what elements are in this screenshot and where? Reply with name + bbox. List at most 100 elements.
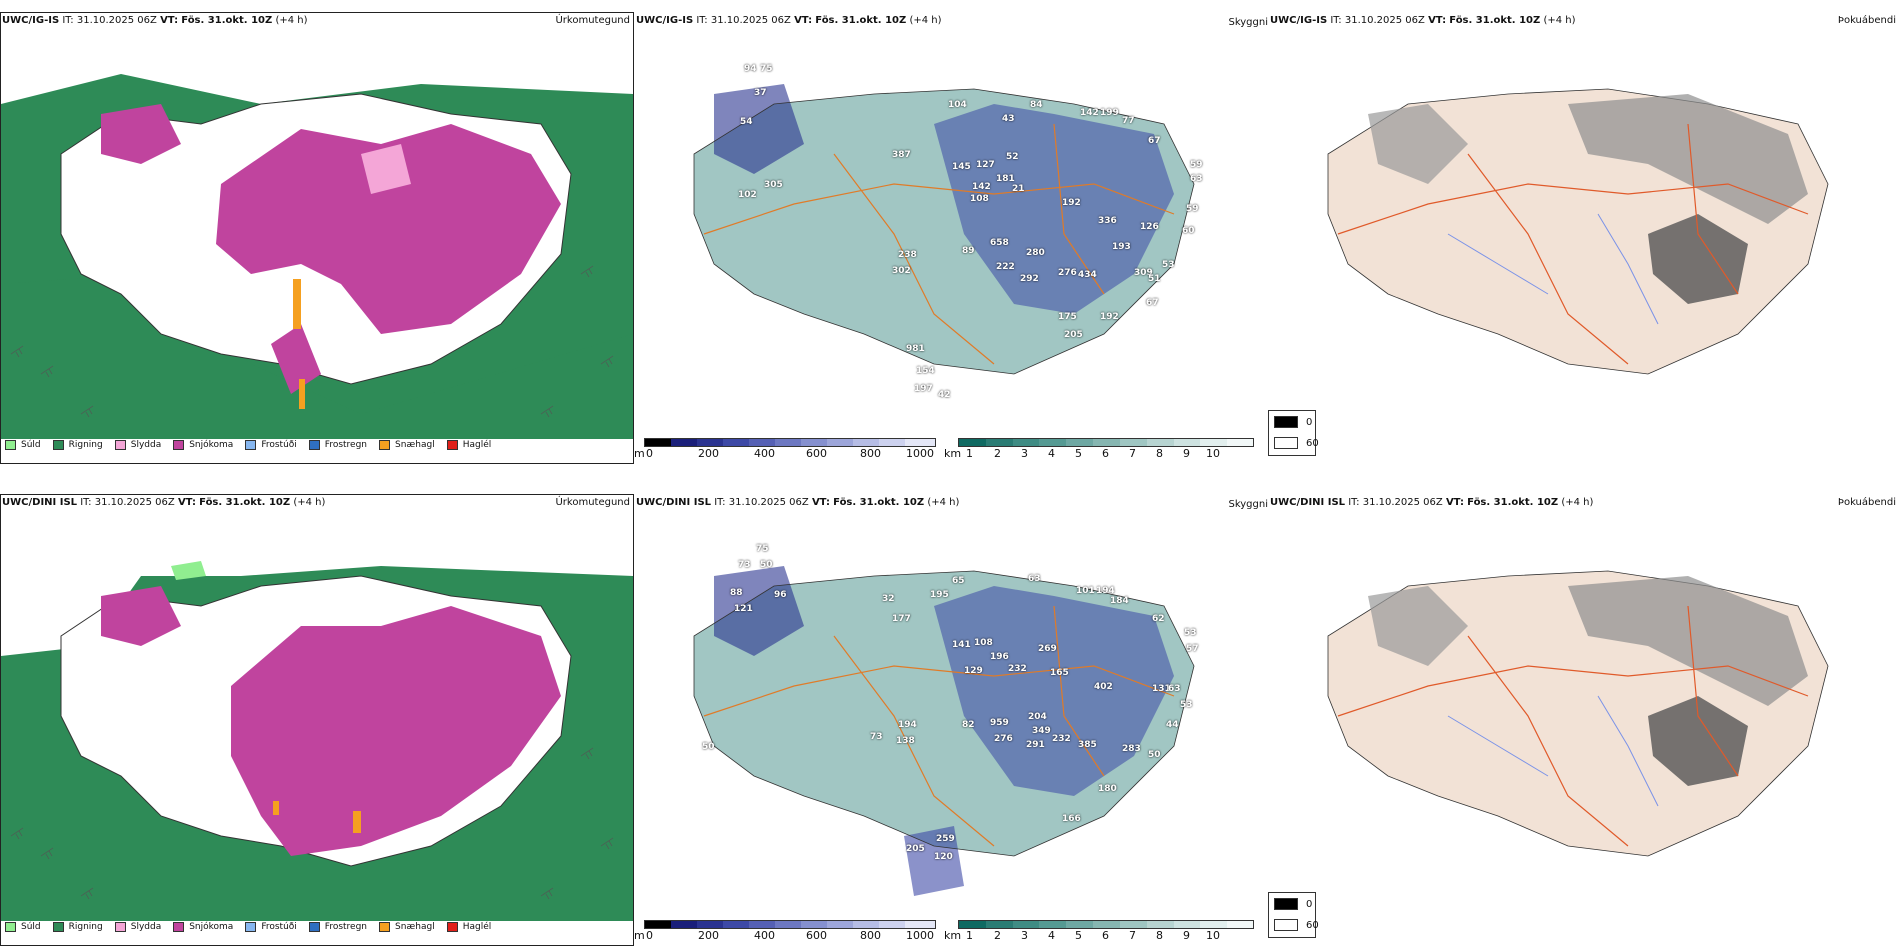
row1-fog-roads bbox=[1337, 123, 1809, 365]
row2-label: 276 bbox=[994, 734, 1013, 744]
row2-skyggni-title: Skyggni bbox=[1228, 499, 1268, 510]
row1-label: 181 bbox=[996, 174, 1015, 184]
row2-label: 205 bbox=[906, 844, 925, 854]
row2-precip-panel: UWC/DINI ISL IT: 31.10.2025 06Z VT: Fös.… bbox=[0, 494, 634, 946]
row2-model: UWC/DINI ISL bbox=[2, 497, 78, 508]
row2-label: 385 bbox=[1078, 740, 1097, 750]
row1-snow-field bbox=[216, 124, 561, 334]
row1-label: 89 bbox=[962, 246, 975, 256]
row1-label: 309 bbox=[1134, 268, 1153, 278]
row2-label: 121 bbox=[734, 604, 753, 614]
row1-label: 175 bbox=[1058, 312, 1077, 322]
row1-vt-label: VT: bbox=[160, 15, 179, 26]
row1-label: 75 bbox=[760, 64, 773, 74]
row2-label: 50 bbox=[1148, 750, 1161, 760]
row1-label: 193 bbox=[1112, 242, 1131, 252]
row2-it-label: IT: bbox=[80, 497, 92, 508]
row1-label: 126 bbox=[1140, 222, 1159, 232]
row1-label: 59 bbox=[1190, 160, 1203, 170]
row2-label: 232 bbox=[1008, 664, 1027, 674]
row1-label: 59 bbox=[1186, 204, 1199, 214]
row1-fog-legend-60: 60 bbox=[1274, 437, 1319, 449]
row1-visibility-colorbar: km 1 2 3 4 5 6 7 8 9 10 bbox=[944, 438, 1254, 460]
row2-label: 194 bbox=[1096, 586, 1115, 596]
row2-precip-frame bbox=[0, 494, 634, 946]
row2-fog-terrain-n bbox=[1368, 586, 1468, 666]
row2-snow-north bbox=[101, 586, 181, 646]
row1-fog-legend-0: 0 bbox=[1274, 416, 1312, 428]
row1-legend-frostudi: Frostúði bbox=[245, 440, 297, 450]
row1-snow-north bbox=[101, 104, 181, 164]
row2-label: 108 bbox=[974, 638, 993, 648]
row1-precip-type-title: Úrkomutegund bbox=[555, 15, 630, 26]
row1-sleet-patch bbox=[361, 144, 411, 194]
row2-label: 402 bbox=[1094, 682, 1113, 692]
row1-fog-index-title: Þokuábendi bbox=[1837, 15, 1896, 26]
row2-label: 101 bbox=[1076, 586, 1095, 596]
row2-label: 177 bbox=[892, 614, 911, 624]
row1-cloud-panel: UWC/IG-IS IT: 31.10.2025 06Z VT: Fös. 31… bbox=[634, 12, 1268, 464]
row2-legend-snjokoma: Snjókoma bbox=[173, 922, 233, 932]
row2-legend-sudl: Súld bbox=[5, 922, 41, 932]
row2-label: 196 bbox=[990, 652, 1009, 662]
row1-label: 51 bbox=[1148, 274, 1161, 284]
row1-skyggni-title: Skyggni bbox=[1228, 17, 1268, 28]
row2-label: 63 bbox=[1028, 574, 1041, 584]
row2-ceiling-unit: m bbox=[634, 929, 645, 942]
row2-visibility-colorbar: km 1 2 3 4 5 6 7 8 9 10 bbox=[944, 920, 1254, 942]
row1-label: 43 bbox=[1002, 114, 1015, 124]
row2-label: 283 bbox=[1122, 744, 1141, 754]
row2-fog-title: UWC/DINI ISL IT: 31.10.2025 06Z VT: Fös.… bbox=[1270, 497, 1594, 508]
row1-ceiling-blocks bbox=[644, 438, 936, 447]
row2-label: 57 bbox=[1186, 644, 1199, 654]
row2-label: 50 bbox=[760, 560, 773, 570]
row2-ceiling-blocks bbox=[644, 920, 936, 929]
row1-label: 280 bbox=[1026, 248, 1045, 258]
row1-cloud-map bbox=[693, 84, 1195, 375]
row1-legend-sudl: Súld bbox=[5, 440, 41, 450]
row1-fog-legend: 0 60 bbox=[1268, 410, 1319, 456]
row2-cloud-title: UWC/DINI ISL IT: 31.10.2025 06Z VT: Fös.… bbox=[636, 497, 960, 508]
row1-label: 127 bbox=[976, 160, 995, 170]
row1-model: UWC/IG-IS bbox=[2, 15, 60, 26]
row2-label: 269 bbox=[1038, 644, 1057, 654]
row2-label: 138 bbox=[896, 736, 915, 746]
row2-label: 165 bbox=[1050, 668, 1069, 678]
row1-legend-haglel: Haglél bbox=[446, 440, 491, 450]
row1-label: 192 bbox=[1100, 312, 1119, 322]
row1-visibility-unit: km bbox=[944, 447, 962, 460]
row2-label: 194 bbox=[898, 720, 917, 730]
row1-ceiling-unit: m bbox=[634, 447, 645, 460]
row1-label: 387 bbox=[892, 150, 911, 160]
row2-label: 63 bbox=[1168, 684, 1181, 694]
row2-ceiling-colorbar: m 0 200 400 600 800 1000 bbox=[634, 920, 944, 942]
row2-ceiling-nw bbox=[714, 566, 804, 656]
row2-label: 195 bbox=[930, 590, 949, 600]
row1-label: 336 bbox=[1098, 216, 1117, 226]
row1-label: 84 bbox=[1030, 100, 1043, 110]
row2-label: 96 bbox=[774, 590, 787, 600]
row2-label: 141 bbox=[952, 640, 971, 650]
row2-label: 120 bbox=[934, 852, 953, 862]
row1-fog-panel: UWC/IG-IS IT: 31.10.2025 06Z VT: Fös. 31… bbox=[1268, 12, 1900, 464]
row2-precip-map bbox=[1, 516, 633, 921]
row2-fog-legend-60: 60 bbox=[1274, 919, 1319, 931]
row1-snow-south bbox=[271, 324, 321, 394]
row2-label: 73 bbox=[870, 732, 883, 742]
row1-hail-strip bbox=[293, 279, 301, 329]
row2-label: 75 bbox=[756, 544, 769, 554]
row2-label: 53 bbox=[1180, 700, 1193, 710]
row1-precip-map bbox=[1, 34, 633, 439]
row2-label: 88 bbox=[730, 588, 743, 598]
row2-drizzle-patch bbox=[171, 561, 206, 580]
row1-label: 197 bbox=[914, 384, 933, 394]
row2-road-network bbox=[703, 605, 1175, 847]
row1-label: 52 bbox=[1006, 152, 1019, 162]
row2-ceiling-field bbox=[934, 586, 1174, 796]
row2-legend-frostregn: Frostregn bbox=[308, 922, 367, 932]
row2-snow-field bbox=[231, 606, 561, 856]
row1-it-value: 31.10.2025 06Z bbox=[76, 15, 157, 26]
row1-vt-value: Fös. 31.okt. 10Z bbox=[181, 15, 273, 26]
row2-cloud-map bbox=[693, 566, 1195, 896]
row1-precip-frame bbox=[0, 12, 634, 464]
